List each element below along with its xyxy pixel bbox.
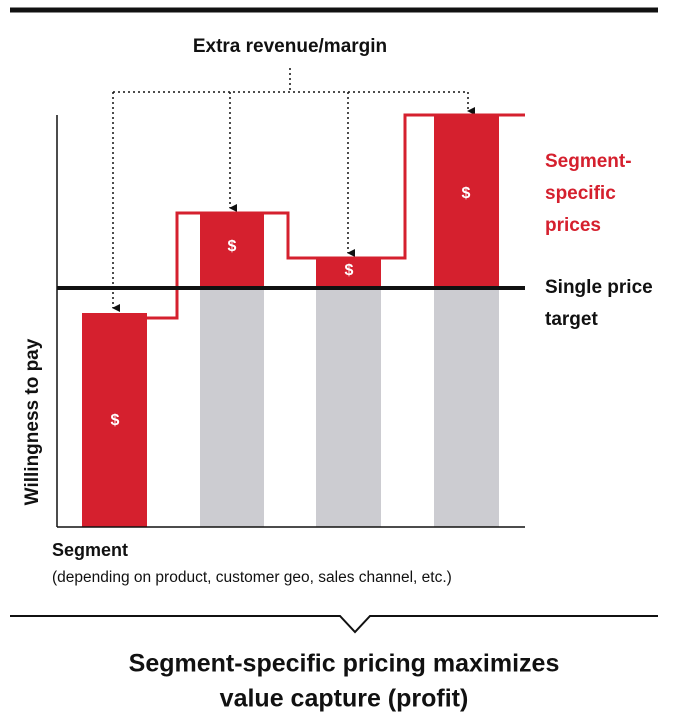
margin-bar: [82, 313, 147, 527]
margin-bar: [316, 258, 381, 288]
bar-label: $: [345, 262, 354, 279]
segment-price-line: [147, 113, 525, 320]
legend-text: Single price: [545, 277, 653, 298]
conclusion: value capture (profit): [220, 685, 469, 713]
base-bar: [434, 288, 499, 527]
legend-text: Segment-: [545, 151, 632, 172]
margin-bar: [434, 115, 499, 288]
base-bar: [200, 288, 264, 527]
y-axis-label: Willingness to pay: [22, 338, 43, 505]
bar-label: $: [462, 185, 471, 202]
x-axis-label: Segment: [52, 540, 128, 560]
annotation: Extra revenue/margin: [193, 36, 387, 57]
margin-bar: [200, 213, 264, 288]
base-bar: [316, 288, 381, 527]
divider: [10, 615, 658, 634]
x-axis-note: (depending on product, customer geo, sal…: [52, 569, 452, 586]
legend-text: target: [545, 309, 598, 330]
bar-label: $: [228, 238, 237, 255]
bars: [82, 115, 499, 527]
annotation-bracket: [112, 68, 475, 312]
legend-text: specific: [545, 183, 616, 204]
bar-label: $: [111, 412, 120, 429]
conclusion: Segment-specific pricing maximizes: [129, 650, 560, 678]
legend-text: prices: [545, 215, 601, 236]
